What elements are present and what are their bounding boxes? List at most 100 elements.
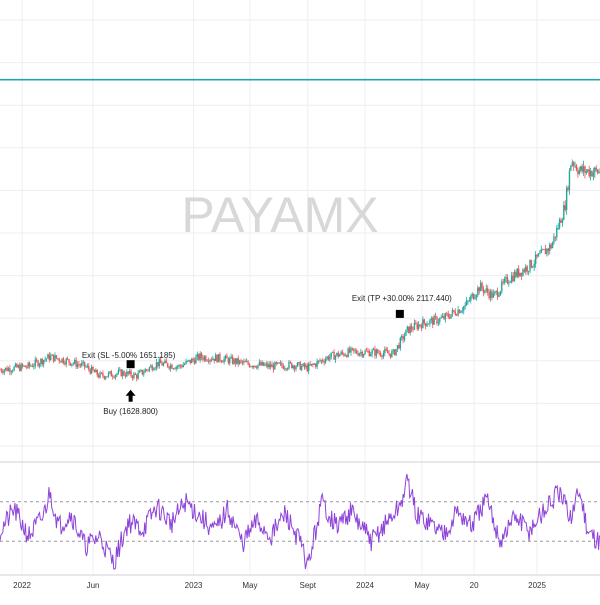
candle-body bbox=[233, 358, 235, 364]
candle-body bbox=[134, 373, 137, 375]
time-axis-tick-label: 2022 bbox=[13, 581, 31, 590]
buy-label: Buy (1628.800) bbox=[103, 407, 158, 416]
candle-body bbox=[370, 354, 372, 357]
candle-body bbox=[222, 361, 224, 363]
candle-body bbox=[307, 364, 310, 372]
candle-body bbox=[496, 290, 499, 297]
candle-body bbox=[126, 371, 128, 377]
candle-body bbox=[367, 350, 369, 352]
candle-body bbox=[440, 317, 442, 319]
candle-body bbox=[203, 356, 206, 360]
candle-body bbox=[196, 354, 199, 358]
candle-body bbox=[381, 355, 383, 357]
candle-body bbox=[430, 318, 433, 320]
candle-body bbox=[193, 360, 196, 364]
candle-body bbox=[577, 170, 579, 174]
candle-body bbox=[257, 364, 259, 369]
candle-body bbox=[9, 368, 11, 373]
candle-body bbox=[336, 352, 338, 356]
candle-body bbox=[406, 326, 409, 330]
candle-body bbox=[181, 366, 183, 368]
candle-body bbox=[44, 359, 46, 361]
candle-body bbox=[391, 351, 393, 358]
candle-body bbox=[362, 354, 365, 357]
candle-body bbox=[596, 169, 599, 174]
candle-body bbox=[272, 364, 275, 370]
candle-body bbox=[570, 165, 572, 171]
candle-body bbox=[112, 376, 114, 378]
time-axis-tick-label: May bbox=[242, 581, 257, 590]
candle-body bbox=[61, 358, 63, 363]
candle-body bbox=[143, 372, 145, 375]
candle-body bbox=[478, 287, 480, 292]
candle-body bbox=[79, 364, 82, 366]
exit-tp-label: Exit (TP +30.00% 2117.440) bbox=[352, 294, 452, 303]
candle-body bbox=[310, 363, 313, 366]
candle-body bbox=[58, 358, 60, 362]
candle-body bbox=[443, 316, 445, 320]
candle-body bbox=[240, 360, 242, 362]
candle-body bbox=[234, 358, 237, 364]
candle-body bbox=[561, 219, 564, 223]
candle-body bbox=[468, 300, 471, 302]
candle-body bbox=[68, 359, 70, 363]
candle-body bbox=[238, 360, 241, 364]
candle-body bbox=[20, 364, 22, 371]
candle-body bbox=[42, 360, 45, 365]
candle-body bbox=[471, 293, 473, 297]
candle-body bbox=[313, 363, 316, 365]
candle-body bbox=[317, 360, 320, 362]
candle-body bbox=[322, 360, 324, 362]
candle-body bbox=[409, 326, 411, 334]
candle-body bbox=[582, 166, 585, 172]
candle-body bbox=[103, 376, 106, 379]
candle-body bbox=[384, 349, 386, 354]
candle-body bbox=[241, 361, 244, 363]
candle-body bbox=[329, 356, 331, 360]
candle-body bbox=[195, 357, 197, 364]
watermark-text: PAYAMX bbox=[181, 187, 378, 243]
candle-body bbox=[151, 365, 153, 371]
candle-body bbox=[291, 362, 293, 368]
time-axis-tick-label: 2024 bbox=[356, 581, 374, 590]
candle-body bbox=[529, 259, 531, 271]
candle-body bbox=[560, 219, 562, 223]
candle-body bbox=[265, 363, 268, 365]
candle-body bbox=[147, 369, 149, 371]
candle-body bbox=[541, 249, 544, 251]
candle-body bbox=[19, 365, 21, 371]
candle-body bbox=[505, 276, 507, 279]
candle-body bbox=[405, 329, 407, 336]
candle-body bbox=[578, 170, 581, 174]
candle-body bbox=[210, 359, 213, 361]
candle-body bbox=[269, 364, 272, 368]
candle-body bbox=[455, 314, 458, 316]
candle-body bbox=[183, 363, 186, 365]
candle-body bbox=[327, 356, 330, 360]
candle-body bbox=[14, 363, 17, 367]
candle-body bbox=[436, 316, 438, 324]
candle-body bbox=[393, 349, 396, 356]
candle-body bbox=[186, 360, 189, 362]
candle-body bbox=[319, 360, 321, 362]
candle-body bbox=[537, 253, 540, 257]
candle-body bbox=[534, 254, 537, 264]
candle-body bbox=[172, 368, 175, 370]
candle-body bbox=[264, 364, 266, 366]
candle-body bbox=[495, 290, 497, 293]
candle-body bbox=[2, 371, 4, 373]
candle-body bbox=[295, 366, 297, 370]
candle-body bbox=[512, 275, 514, 282]
candle-body bbox=[159, 359, 162, 364]
candle-body bbox=[31, 365, 34, 367]
candle-body bbox=[518, 268, 520, 277]
candle-body bbox=[450, 314, 452, 319]
candle-body bbox=[89, 369, 91, 374]
candle-body bbox=[285, 368, 287, 370]
candle-body bbox=[69, 362, 72, 366]
candle-body bbox=[563, 205, 565, 220]
candle-body bbox=[182, 364, 184, 368]
candle-body bbox=[243, 361, 245, 363]
candle-body bbox=[439, 318, 441, 322]
